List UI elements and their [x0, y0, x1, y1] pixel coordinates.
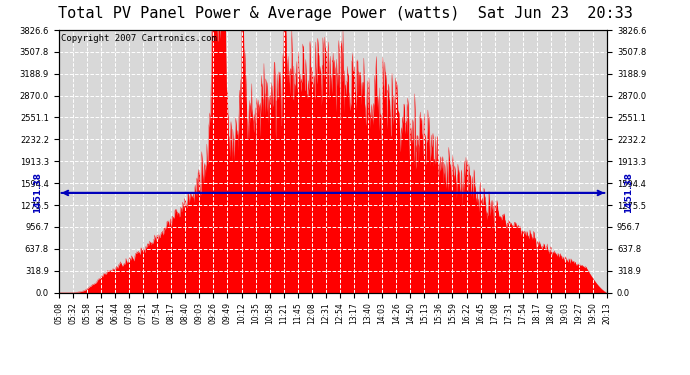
Text: 1451.38: 1451.38	[624, 172, 633, 213]
Text: Copyright 2007 Cartronics.com: Copyright 2007 Cartronics.com	[61, 34, 217, 43]
Text: Total PV Panel Power & Average Power (watts)  Sat Jun 23  20:33: Total PV Panel Power & Average Power (wa…	[57, 6, 633, 21]
Text: 1451.38: 1451.38	[33, 172, 42, 213]
